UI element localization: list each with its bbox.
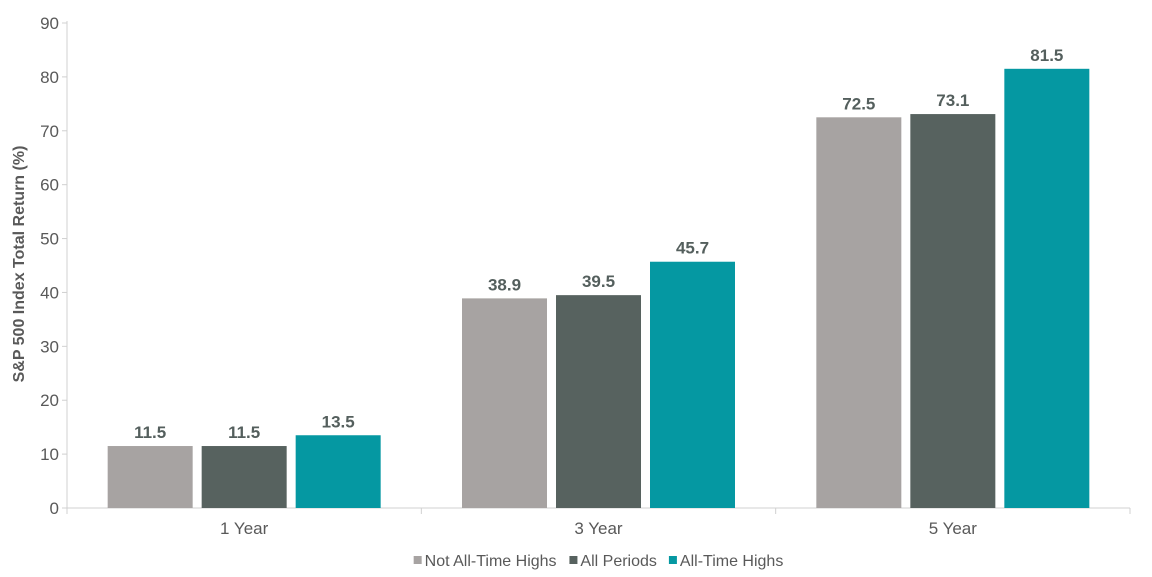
bar [295,435,381,508]
y-tick-label: 30 [40,337,59,356]
y-tick-label: 0 [50,499,59,518]
y-tick-label: 70 [40,122,59,141]
data-label: 38.9 [488,275,521,294]
y-tick-label: 10 [40,445,59,464]
data-label: 11.5 [228,423,260,442]
y-tick-label: 80 [40,68,59,87]
y-tick-label: 40 [40,283,59,302]
legend-label: All-Time Highs [680,553,783,570]
legend: Not All-Time Highs All Periods All-Time Hi… [413,553,783,570]
data-label: 45.7 [676,239,709,258]
y-axis-title: S&P 500 Index Total Return (%) [11,146,28,383]
x-tick-label: 5 Year [929,519,978,538]
bar [556,295,641,508]
x-tick-label: 1 Year [220,519,269,538]
data-label: 81.5 [1030,46,1063,65]
bar [910,114,996,509]
y-axis: 0 10 20 30 40 50 60 70 80 90 [40,14,68,518]
bar [462,298,547,508]
y-tick-label: 90 [40,14,59,33]
data-label: 13.5 [322,412,355,431]
x-tick-label: 3 Year [574,519,623,538]
y-tick-label: 20 [40,391,59,410]
legend-label: Not All-Time Highs [425,553,557,570]
legend-label: All Periods [580,553,656,570]
data-label: 73.1 [936,91,969,110]
legend-swatch [668,556,677,564]
x-axis: 1 Year 3 Year 5 Year [66,507,1131,538]
bar [650,261,735,508]
bar [107,446,193,508]
bars [107,68,1090,509]
data-label: 39.5 [582,272,615,291]
data-labels: 11.5 11.5 13.5 38.9 39.5 45.7 72.5 73.1 81.5 [134,46,1063,442]
y-tick-label: 60 [40,176,59,195]
bar [816,117,902,509]
legend-swatch [569,556,578,564]
bar [1004,68,1090,509]
legend-swatch [413,556,422,564]
data-label: 11.5 [134,423,166,442]
bar [201,446,287,508]
data-label: 72.5 [842,94,875,113]
y-tick-label: 50 [40,230,59,249]
